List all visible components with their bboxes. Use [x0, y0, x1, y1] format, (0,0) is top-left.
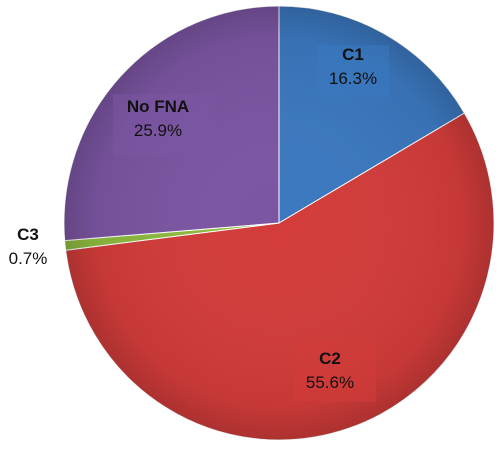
pie-shading	[64, 6, 494, 440]
data-label-value-c1: 16.3%	[329, 69, 377, 88]
data-label-name-no-fna: No FNA	[127, 97, 189, 116]
data-label-name-c2: C2	[319, 349, 341, 368]
data-label-value-no-fna: 25.9%	[134, 121, 182, 140]
data-label-box-no-fna	[113, 94, 215, 156]
data-label-value-c3: 0.7%	[9, 249, 48, 268]
data-label-box-c2	[294, 340, 376, 402]
data-label-box-c1	[317, 45, 389, 97]
data-label-value-c2: 55.6%	[306, 373, 354, 392]
pie-slices	[63, 5, 495, 441]
data-label-name-c1: C1	[342, 45, 364, 64]
pie-labels: C1 16.3% C2 55.6% C3 0.7% No FNA 25.9%	[9, 45, 389, 402]
data-label-name-c3: C3	[17, 225, 39, 244]
